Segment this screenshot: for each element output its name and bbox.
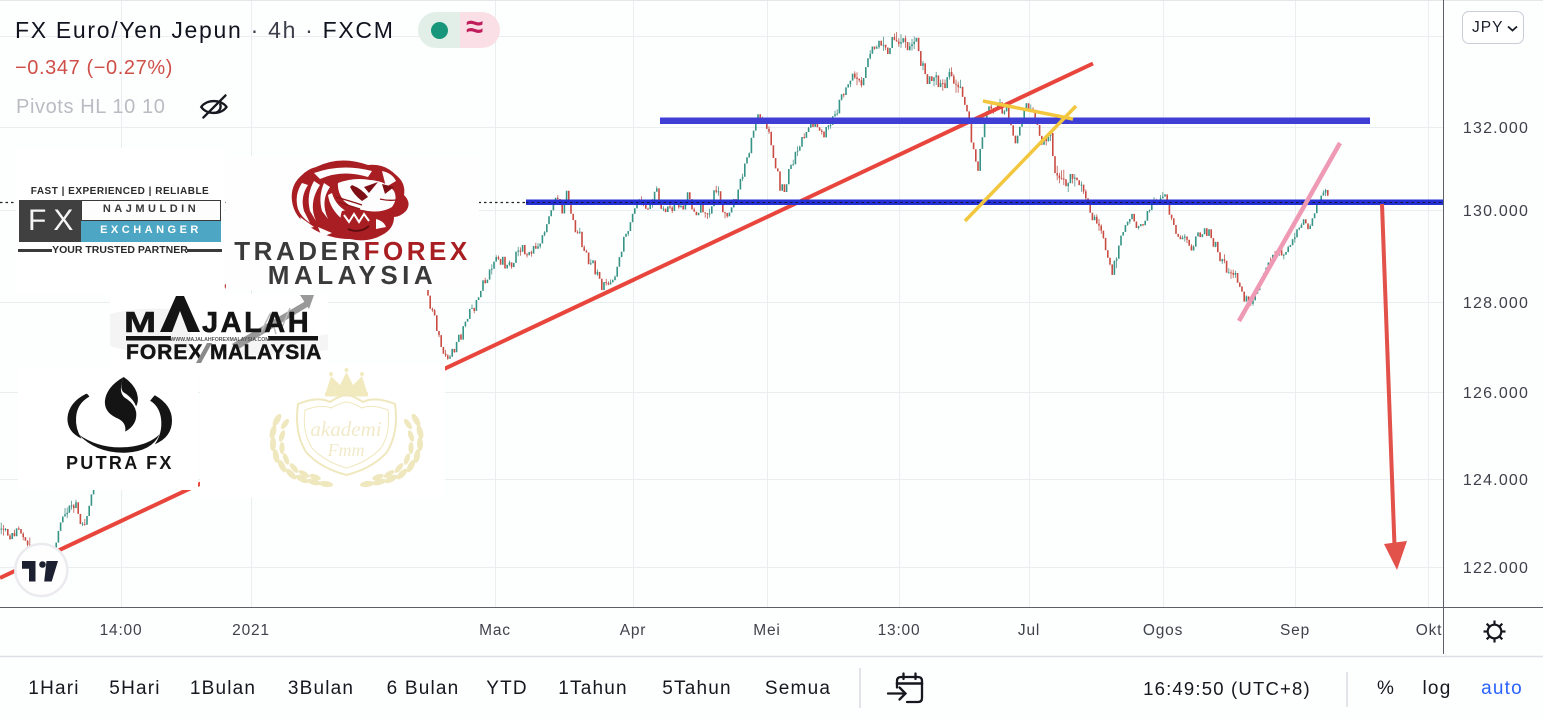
svg-text:MALAYSIA: MALAYSIA <box>210 341 322 364</box>
svg-text:FOREX: FOREX <box>126 341 203 364</box>
svg-text:M: M <box>124 307 156 339</box>
svg-text:WWW.MAJALAHFOREXMALAYSIA.COM: WWW.MAJALAHFOREXMALAYSIA.COM <box>170 337 269 343</box>
svg-text:akademi: akademi <box>310 417 381 441</box>
svg-text:JALAH: JALAH <box>202 307 311 339</box>
svg-text:Fmm: Fmm <box>327 440 365 460</box>
svg-text:PUTRA FX: PUTRA FX <box>66 453 174 473</box>
